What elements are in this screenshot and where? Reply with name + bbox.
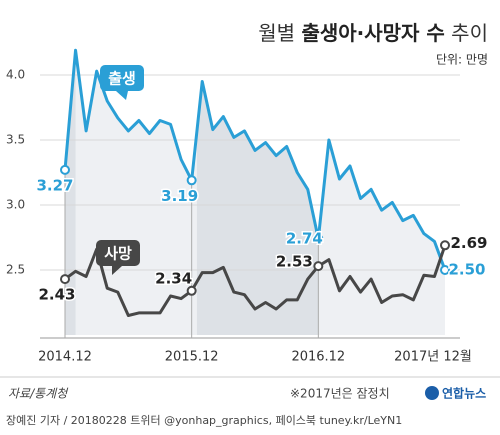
chart-title: 월별 출생아·사망자 수 추이 (258, 21, 488, 45)
x-tick-label: 2015.12 (165, 350, 219, 365)
data-label: 3.19 (161, 187, 198, 205)
note: ※2017년은 잠정치 (290, 387, 390, 401)
point-marker (440, 265, 450, 275)
credit: 장예진 기자 / 20180228 트위터 @yonhap_graphics, … (6, 414, 402, 427)
legend-box (96, 240, 140, 266)
data-label: 2.69 (450, 234, 487, 252)
y-tick-label: 3.0 (6, 198, 25, 212)
logo: 연합뉴스 (442, 386, 486, 401)
data-label: 2.74 (286, 229, 323, 247)
series-line (63, 48, 447, 271)
source: 자료/통계청 (8, 387, 69, 401)
x-tick-label: 2017년 12월 (394, 350, 472, 365)
point-marker (60, 274, 70, 285)
point-marker (313, 233, 324, 244)
legend-box (100, 65, 144, 91)
series-line (64, 244, 447, 317)
unit-label: 단위: 만명 (436, 53, 488, 67)
legend-label: 사망 (104, 245, 132, 263)
legend-label: 출생 (108, 70, 136, 88)
point-marker (186, 175, 197, 186)
point-marker (313, 261, 324, 272)
data-label: 2.34 (155, 269, 192, 287)
legend-pointer (112, 266, 122, 275)
y-tick-label: 3.5 (6, 133, 25, 147)
x-tick-label: 2014.12 (38, 350, 92, 365)
plot-area: 2.5 3.0 3.5 4.0 2014.12 2015.12 2016.12 2017년 1… (6, 48, 489, 365)
y-tick-label: 2.5 (6, 263, 25, 277)
y-tick-label: 4.0 (6, 68, 25, 82)
title-part: 추이 (445, 21, 488, 45)
data-label: 3.27 (36, 176, 73, 194)
data-label: 2.50 (448, 261, 485, 279)
x-tick-label: 2016.12 (291, 350, 345, 365)
point-marker (60, 164, 70, 175)
point-marker (186, 285, 197, 296)
title-part: 출생아·사망자 수 (301, 21, 444, 45)
point-marker (440, 240, 450, 251)
data-label: 2.43 (38, 286, 75, 304)
data-label: 2.53 (276, 253, 313, 271)
title-part: 월별 (258, 21, 301, 45)
band-shade (65, 50, 76, 335)
logo-icon (425, 386, 439, 400)
legend-pointer (116, 91, 128, 100)
